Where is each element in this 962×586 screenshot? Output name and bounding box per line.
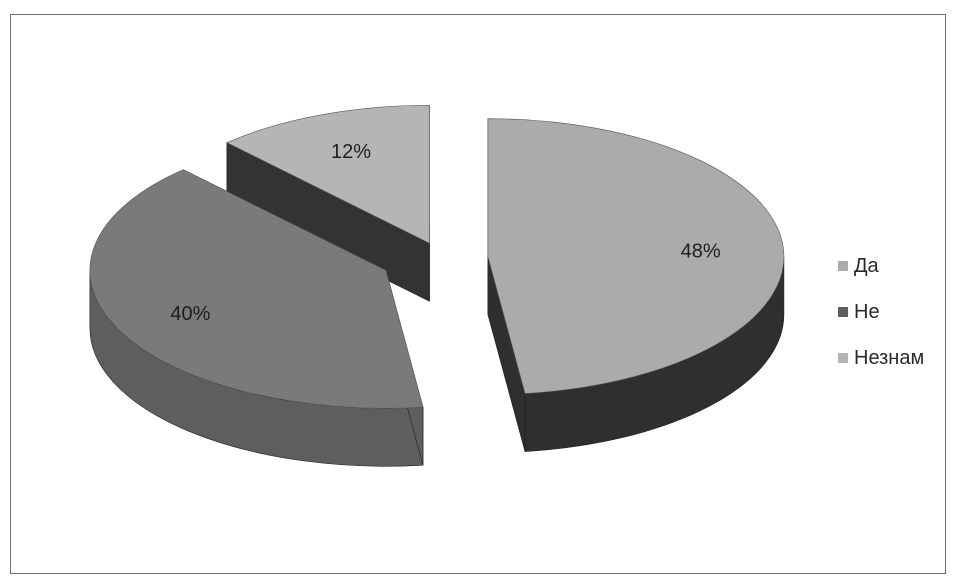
legend-swatch-ne [838,307,848,317]
pie-slice-ne [89,169,424,467]
legend-label-ne: Не [854,300,880,323]
legend-label-neznam: Незнам [854,346,925,369]
legend-item-da: Да [838,243,924,289]
legend-swatch-neznam [838,353,848,363]
legend-item-ne: Не [838,289,924,335]
pie-slice-top-neznam [226,104,430,244]
data-label-ne: 40% [170,303,210,325]
legend-label-da: Да [854,254,879,277]
legend-swatch-da [838,261,848,271]
data-label-da: 48% [681,240,721,262]
pie-slice-da [487,118,785,452]
legend-item-neznam: Незнам [838,335,924,381]
data-label-neznam: 12% [331,141,371,163]
pie-slice-top-ne [89,169,424,409]
pie-slice-neznam [226,104,430,302]
pie-slice-top-da [487,118,785,394]
legend: Да Не Незнам [838,243,924,381]
